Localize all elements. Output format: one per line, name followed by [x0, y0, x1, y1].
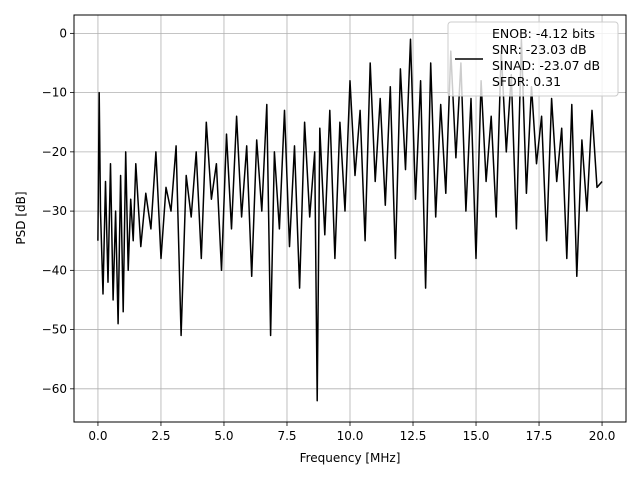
x-tick-label: 17.5 [526, 429, 553, 443]
legend-entry-snr: SNR: -23.03 dB [492, 42, 587, 57]
y-tick-label: −50 [42, 323, 67, 337]
x-tick-label: 20.0 [589, 429, 616, 443]
x-tick-label: 2.5 [151, 429, 170, 443]
y-tick-label: −10 [42, 86, 67, 100]
x-tick-label: 10.0 [337, 429, 364, 443]
x-tick-label: 12.5 [400, 429, 427, 443]
y-tick-label: 0 [59, 26, 67, 40]
legend-box [447, 21, 619, 97]
series-layer [97, 38, 603, 402]
y-tick-label: −30 [42, 204, 67, 218]
x-axis-ticks: 0.0 2.5 5.0 7.5 10.0 12.5 15.0 17.5 20.0 [88, 422, 615, 443]
legend-entry-enob: ENOB: -4.12 bits [492, 26, 595, 41]
x-tick-label: 0.0 [88, 429, 107, 443]
x-tick-label: 5.0 [214, 429, 233, 443]
psd-series-line [97, 38, 603, 402]
y-axis-label: PSD [dB] [14, 191, 28, 244]
y-tick-label: −60 [42, 382, 67, 396]
y-tick-label: −20 [42, 145, 67, 159]
legend: ENOB: -4.12 bits SNR: -23.03 dB SINAD: -… [447, 21, 619, 97]
legend-entry-sinad: SINAD: -23.07 dB [492, 58, 600, 73]
x-axis-label: Frequency [MHz] [300, 451, 401, 465]
legend-entry-sfdr: SFDR: 0.31 [492, 74, 561, 89]
y-axis-ticks: 0 −10 −20 −30 −40 −50 −60 [42, 26, 74, 396]
x-tick-label: 7.5 [277, 429, 296, 443]
y-tick-label: −40 [42, 263, 67, 277]
x-tick-label: 15.0 [463, 429, 490, 443]
